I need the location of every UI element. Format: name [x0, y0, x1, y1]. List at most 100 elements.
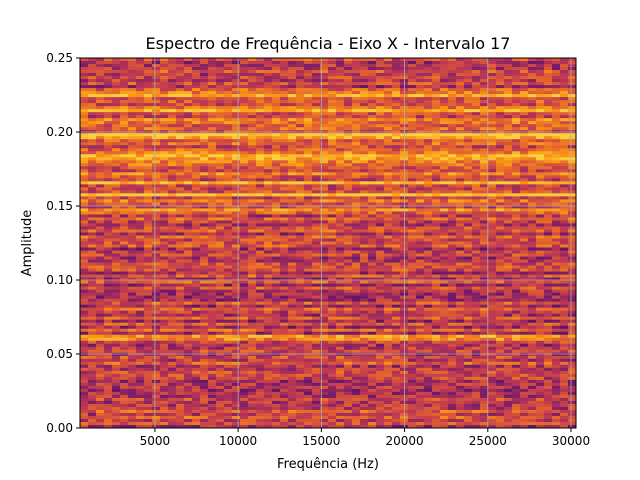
heatmap-cell — [200, 196, 209, 200]
heatmap-cell — [224, 115, 233, 119]
heatmap-cell — [512, 127, 521, 131]
heatmap-cell — [376, 250, 385, 255]
heatmap-cell — [504, 64, 513, 68]
heatmap-cell — [464, 124, 473, 128]
heatmap-cell — [432, 88, 441, 92]
heatmap-cell — [536, 247, 545, 252]
heatmap-cell — [200, 187, 209, 191]
heatmap-cell — [232, 160, 241, 164]
heatmap-cell — [272, 118, 281, 122]
heatmap-cell — [248, 133, 257, 137]
heatmap-cell — [104, 76, 113, 80]
heatmap-cell — [560, 286, 569, 291]
heatmap-cell — [488, 133, 497, 137]
heatmap-cell — [376, 106, 385, 110]
heatmap-cell — [344, 202, 353, 206]
heatmap-cell — [224, 292, 233, 297]
heatmap-cell — [104, 82, 113, 86]
heatmap-cell — [136, 295, 145, 300]
heatmap-cell — [184, 298, 193, 303]
heatmap-cell — [544, 91, 553, 95]
heatmap-cell — [416, 145, 425, 149]
heatmap-cell — [128, 283, 137, 288]
heatmap-cell — [104, 157, 113, 161]
heatmap-cell — [304, 196, 313, 200]
heatmap-cell — [432, 145, 441, 149]
heatmap-cell — [136, 274, 145, 279]
heatmap-cell — [480, 157, 489, 161]
heatmap-cell — [488, 196, 497, 200]
heatmap-cell — [80, 214, 89, 219]
heatmap-cell — [328, 250, 337, 255]
heatmap-cell — [120, 259, 129, 264]
heatmap-cell — [112, 283, 121, 288]
heatmap-cell — [544, 172, 553, 176]
heatmap-cell — [168, 106, 177, 110]
heatmap-cell — [520, 121, 529, 125]
heatmap-cell — [464, 232, 473, 237]
heatmap-cell — [320, 118, 329, 122]
heatmap-cell — [544, 145, 553, 149]
heatmap-cell — [560, 106, 569, 110]
heatmap-cell — [168, 169, 177, 173]
heatmap-cell — [224, 145, 233, 149]
heatmap-cell — [464, 85, 473, 89]
heatmap-cell — [208, 196, 217, 200]
heatmap-cell — [312, 187, 321, 191]
heatmap-cell — [288, 175, 297, 179]
heatmap-cell — [104, 259, 113, 264]
heatmap-cell — [528, 202, 537, 206]
heatmap-cell — [256, 199, 265, 203]
heatmap-cell — [480, 136, 489, 140]
heatmap-cell — [392, 103, 401, 107]
heatmap-cell — [504, 151, 513, 155]
heatmap-cell — [464, 151, 473, 155]
heatmap-cell — [552, 178, 561, 182]
heatmap-cell — [392, 172, 401, 176]
heatmap-cell — [328, 115, 337, 119]
heatmap-cell — [256, 238, 265, 243]
heatmap-cell — [216, 82, 225, 86]
heatmap-cell — [496, 178, 505, 182]
heatmap-cell — [176, 181, 185, 185]
heatmap-cell — [152, 139, 161, 143]
heatmap-cell — [208, 112, 217, 116]
heatmap-cell — [480, 247, 489, 252]
heatmap-cell — [320, 100, 329, 104]
heatmap-cell — [408, 199, 417, 203]
heatmap-cell — [344, 91, 353, 95]
heatmap-cell — [160, 271, 169, 276]
heatmap-cell — [184, 268, 193, 273]
heatmap-cell — [328, 97, 337, 101]
heatmap-cell — [560, 88, 569, 92]
heatmap-cell — [192, 76, 201, 80]
heatmap-cell — [144, 97, 153, 101]
heatmap-cell — [120, 160, 129, 164]
heatmap-cell — [488, 184, 497, 188]
heatmap-cell — [384, 247, 393, 252]
heatmap-cell — [488, 190, 497, 194]
heatmap-cell — [328, 64, 337, 68]
heatmap-cell — [152, 154, 161, 158]
heatmap-cell — [80, 211, 89, 216]
heatmap-cell — [152, 58, 161, 62]
heatmap-cell — [560, 253, 569, 258]
heatmap-cell — [208, 250, 217, 255]
heatmap-cell — [80, 271, 89, 276]
heatmap-cell — [440, 277, 449, 282]
heatmap-cell — [88, 283, 97, 288]
heatmap-cell — [448, 124, 457, 128]
heatmap-cell — [192, 283, 201, 288]
heatmap-cell — [184, 163, 193, 167]
heatmap-cell — [272, 193, 281, 197]
heatmap-cell — [392, 160, 401, 164]
heatmap-cell — [368, 184, 377, 188]
heatmap-cell — [376, 88, 385, 92]
heatmap-cell — [568, 94, 576, 98]
heatmap-cell — [336, 283, 345, 288]
heatmap-cell — [488, 232, 497, 237]
heatmap-cell — [336, 256, 345, 261]
heatmap-cell — [464, 235, 473, 240]
heatmap-cell — [280, 73, 289, 77]
heatmap-cell — [192, 247, 201, 252]
